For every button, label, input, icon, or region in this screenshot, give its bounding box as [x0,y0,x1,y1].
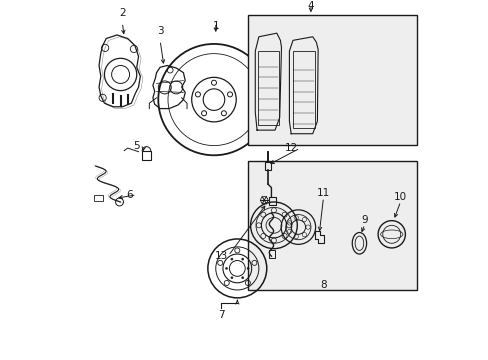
Text: 5: 5 [133,141,140,151]
Text: 6: 6 [126,190,133,200]
Circle shape [241,277,244,279]
Bar [268,251,275,258]
Text: 13: 13 [214,251,227,261]
Text: 11: 11 [316,188,329,198]
Circle shape [225,267,227,270]
Text: 7: 7 [217,310,224,320]
Bar [258,51,279,125]
Bar [247,15,416,144]
Text: 4: 4 [307,1,314,11]
Bar [292,51,315,129]
Text: 3: 3 [157,26,163,36]
Text: 8: 8 [320,280,326,289]
Circle shape [230,277,232,279]
Text: 9: 9 [361,215,367,225]
Bar [247,161,416,290]
Bar [94,195,102,201]
Text: 2: 2 [119,8,125,18]
Circle shape [241,258,244,260]
Bar [264,162,270,170]
Text: 1: 1 [212,21,219,31]
Circle shape [230,258,232,260]
Bar [142,151,151,160]
Bar [268,197,275,205]
Circle shape [246,267,249,270]
Text: 10: 10 [393,192,407,202]
Text: 12: 12 [284,143,297,153]
